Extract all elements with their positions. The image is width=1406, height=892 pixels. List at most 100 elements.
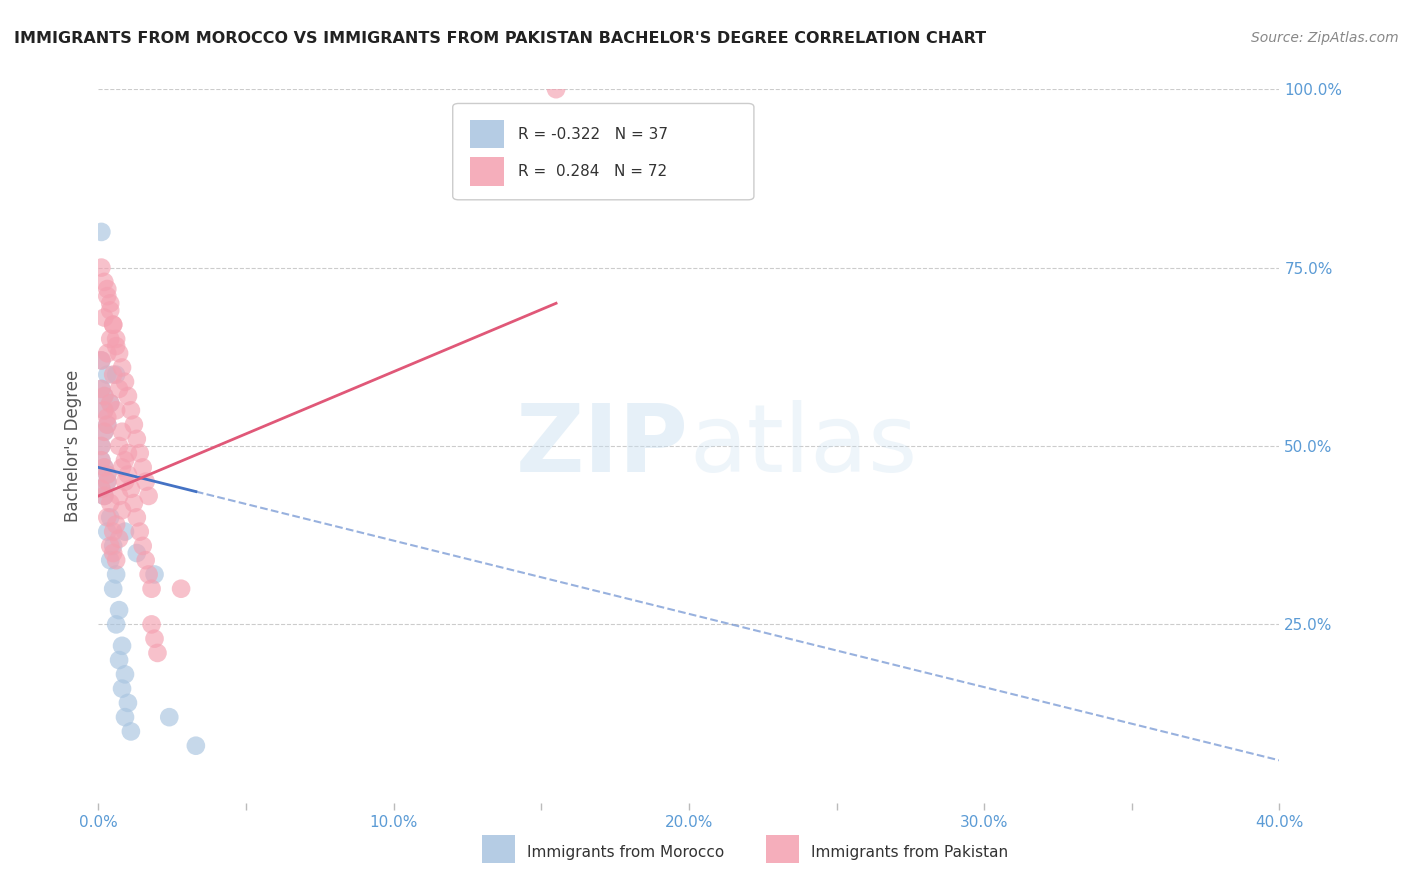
Point — [90, 453, 112, 467]
Point — [98, 539, 121, 553]
Point — [93, 403, 115, 417]
Point — [103, 582, 125, 596]
Point — [135, 553, 157, 567]
Point — [96, 524, 118, 539]
Point — [96, 467, 118, 482]
Point — [103, 539, 125, 553]
Point — [120, 482, 142, 496]
Point — [111, 639, 134, 653]
Point — [90, 439, 112, 453]
FancyBboxPatch shape — [453, 103, 754, 200]
Point — [98, 396, 121, 410]
Point — [96, 475, 118, 489]
Bar — [766, 835, 799, 863]
Point — [111, 503, 134, 517]
Text: R =  0.284   N = 72: R = 0.284 N = 72 — [517, 164, 666, 178]
Point — [125, 546, 148, 560]
Point — [122, 496, 145, 510]
Point — [128, 446, 150, 460]
Point — [96, 346, 118, 360]
Point — [105, 403, 128, 417]
Point — [98, 396, 121, 410]
Point — [105, 339, 128, 353]
Point — [93, 389, 115, 403]
Point — [138, 567, 160, 582]
Point — [138, 489, 160, 503]
Point — [108, 603, 131, 617]
Bar — [482, 835, 516, 863]
Point — [90, 353, 112, 368]
Point — [546, 82, 568, 96]
Point — [114, 667, 136, 681]
Point — [103, 318, 125, 332]
Point — [98, 553, 121, 567]
Text: ZIP: ZIP — [516, 400, 689, 492]
Point — [128, 524, 150, 539]
Point — [132, 460, 155, 475]
Y-axis label: Bachelor's Degree: Bachelor's Degree — [65, 370, 83, 522]
Point — [114, 710, 136, 724]
Point — [157, 710, 180, 724]
Point — [96, 467, 118, 482]
Point — [103, 546, 125, 560]
Point — [96, 368, 118, 382]
Point — [98, 510, 121, 524]
Point — [105, 332, 128, 346]
Point — [98, 296, 121, 310]
Text: Source: ZipAtlas.com: Source: ZipAtlas.com — [1251, 31, 1399, 45]
Point — [108, 439, 131, 453]
Point — [114, 475, 136, 489]
Bar — [471, 120, 503, 148]
Point — [93, 425, 115, 439]
Point — [105, 617, 128, 632]
Point — [114, 453, 136, 467]
Point — [105, 553, 128, 567]
Point — [90, 382, 112, 396]
Text: R = -0.322   N = 37: R = -0.322 N = 37 — [517, 127, 668, 142]
Point — [184, 739, 207, 753]
Point — [103, 318, 125, 332]
Point — [122, 417, 145, 432]
Point — [90, 439, 112, 453]
Point — [93, 489, 115, 503]
Point — [90, 225, 112, 239]
Point — [125, 510, 148, 524]
Point — [103, 368, 125, 382]
Point — [96, 417, 118, 432]
Point — [111, 360, 134, 375]
Point — [93, 460, 115, 475]
Point — [108, 382, 131, 396]
Text: Immigrants from Morocco: Immigrants from Morocco — [527, 846, 724, 860]
Point — [98, 332, 121, 346]
Point — [125, 432, 148, 446]
Point — [114, 524, 136, 539]
Point — [96, 475, 118, 489]
Point — [105, 517, 128, 532]
Point — [108, 532, 131, 546]
Point — [117, 467, 139, 482]
Point — [141, 582, 163, 596]
Point — [108, 346, 131, 360]
Point — [117, 389, 139, 403]
Point — [105, 368, 128, 382]
Point — [170, 582, 193, 596]
Point — [141, 617, 163, 632]
Point — [90, 382, 112, 396]
Point — [105, 567, 128, 582]
Point — [93, 275, 115, 289]
Point — [146, 646, 169, 660]
Point — [117, 696, 139, 710]
Point — [98, 496, 121, 510]
Point — [143, 567, 166, 582]
Point — [93, 489, 115, 503]
Point — [143, 632, 166, 646]
Point — [108, 489, 131, 503]
Point — [90, 353, 112, 368]
Point — [111, 425, 134, 439]
Point — [108, 653, 131, 667]
Point — [96, 417, 118, 432]
Point — [132, 539, 155, 553]
Point — [135, 475, 157, 489]
Point — [93, 389, 115, 403]
Point — [111, 681, 134, 696]
